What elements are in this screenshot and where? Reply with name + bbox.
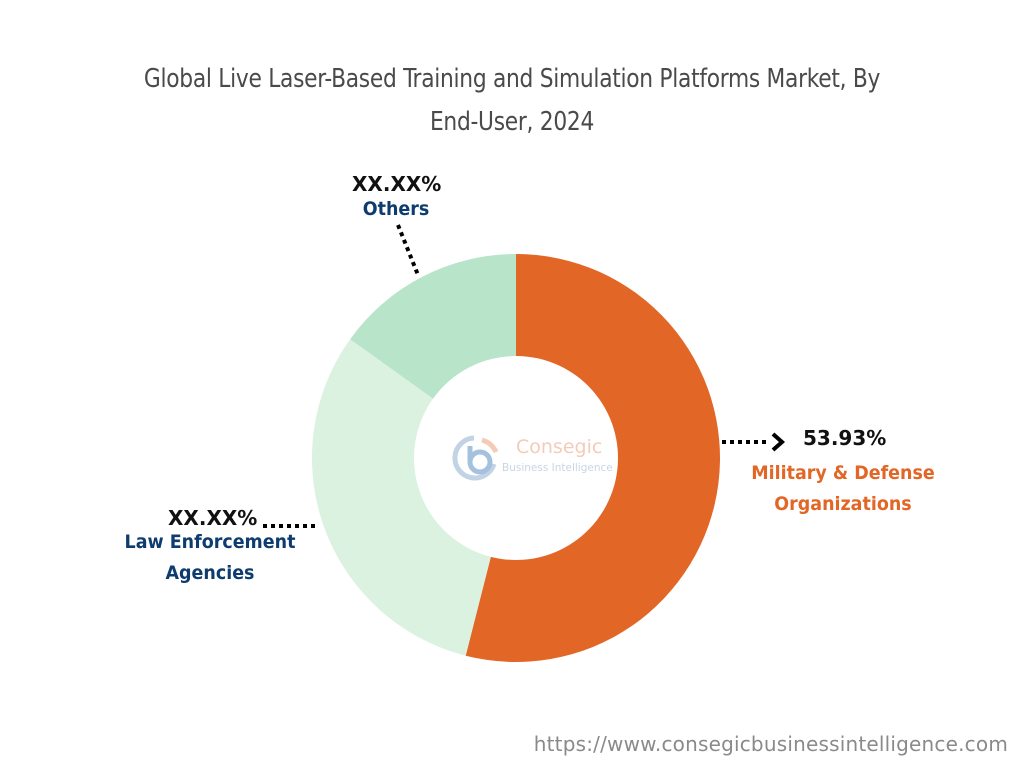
logo-name: Consegic <box>516 436 603 458</box>
logo-mark-icon <box>452 435 499 481</box>
chart-title-line-1: Global Live Laser-Based Training and Sim… <box>143 64 881 94</box>
military-label-line-1: Military & Defense <box>751 462 935 484</box>
logo-tagline: Business Intelligence <box>502 462 613 474</box>
others-slice <box>350 254 516 399</box>
military-slice <box>465 254 721 662</box>
military-percentage: 53.93% <box>803 426 887 450</box>
military-label-line-2: Organizations <box>774 493 912 515</box>
others-leader-line <box>396 224 420 276</box>
law-enforcement-label: Law Enforcement Agencies <box>118 527 302 589</box>
others-label: Others <box>362 198 430 220</box>
consegic-logo: Consegic Business Intelligence <box>452 430 622 486</box>
law-enforcement-percentage: XX.XX% <box>168 506 258 530</box>
source-url: https://www.consegicbusinessintelligence… <box>533 732 1008 756</box>
law-enforcement-slice <box>312 339 491 656</box>
others-percentage: XX.XX% <box>352 172 442 196</box>
law-enforcement-label-line-2: Agencies <box>165 562 255 584</box>
donut-slices <box>312 254 721 662</box>
chart-title-line-2: End-User, 2024 <box>429 107 595 137</box>
military-label: Military & Defense Organizations <box>748 458 938 520</box>
chart-title: Global Live Laser-Based Training and Sim… <box>73 58 951 144</box>
arrow-right-icon <box>771 432 786 452</box>
law-enforcement-label-line-1: Law Enforcement <box>124 531 296 553</box>
